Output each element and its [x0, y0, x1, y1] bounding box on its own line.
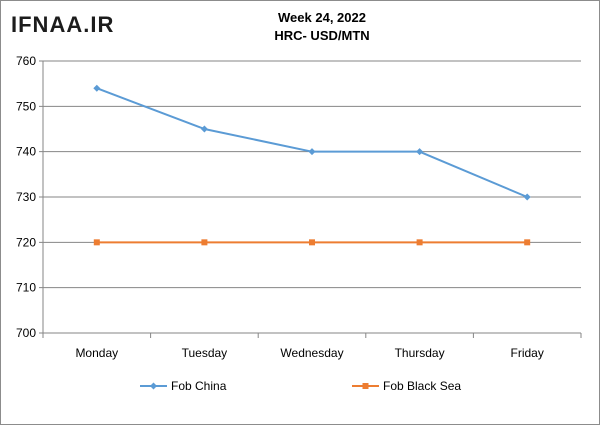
chart-subtitle: HRC- USD/MTN [274, 28, 369, 43]
x-axis: Monday Tuesday Wednesday Thursday Friday [42, 332, 582, 360]
legend-label: Fob China [171, 379, 227, 393]
data-point [523, 193, 531, 201]
data-point [416, 239, 423, 246]
data-point [93, 239, 100, 246]
x-tick-label: Thursday [395, 346, 445, 360]
x-tick-label: Tuesday [182, 346, 228, 360]
gridlines [39, 60, 581, 334]
data-point [200, 125, 208, 133]
y-tick-label: 710 [16, 281, 36, 295]
series-fob-black-sea [93, 239, 531, 246]
legend-item: Fob China [140, 379, 227, 393]
data-point [201, 239, 208, 246]
watermark-logo: IFNAA.IR [11, 12, 114, 37]
data-point [308, 148, 316, 156]
y-tick-label: 740 [16, 145, 36, 159]
x-tick-label: Wednesday [280, 346, 343, 360]
y-tick-label: 760 [16, 54, 36, 68]
x-tick-label: Friday [511, 346, 544, 360]
x-tick-label: Monday [75, 346, 118, 360]
data-point [93, 84, 101, 92]
legend-item: Fob Black Sea [352, 379, 461, 393]
y-tick-label: 700 [16, 326, 36, 340]
chart-title: Week 24, 2022 [278, 10, 366, 25]
series-fob-china [93, 84, 531, 201]
legend-label: Fob Black Sea [383, 379, 461, 393]
legend-marker [362, 383, 369, 389]
data-point [524, 239, 531, 246]
data-point [416, 148, 424, 156]
y-tick-label: 750 [16, 99, 36, 113]
legend: Fob China Fob Black Sea [140, 379, 461, 393]
y-tick-label: 730 [16, 190, 36, 204]
y-axis: 700 710 720 730 740 750 760 [16, 54, 44, 340]
y-tick-label: 720 [16, 235, 36, 249]
data-point [309, 239, 315, 246]
series-line [96, 87, 528, 198]
series-layer [93, 84, 531, 246]
legend-marker [150, 382, 157, 390]
